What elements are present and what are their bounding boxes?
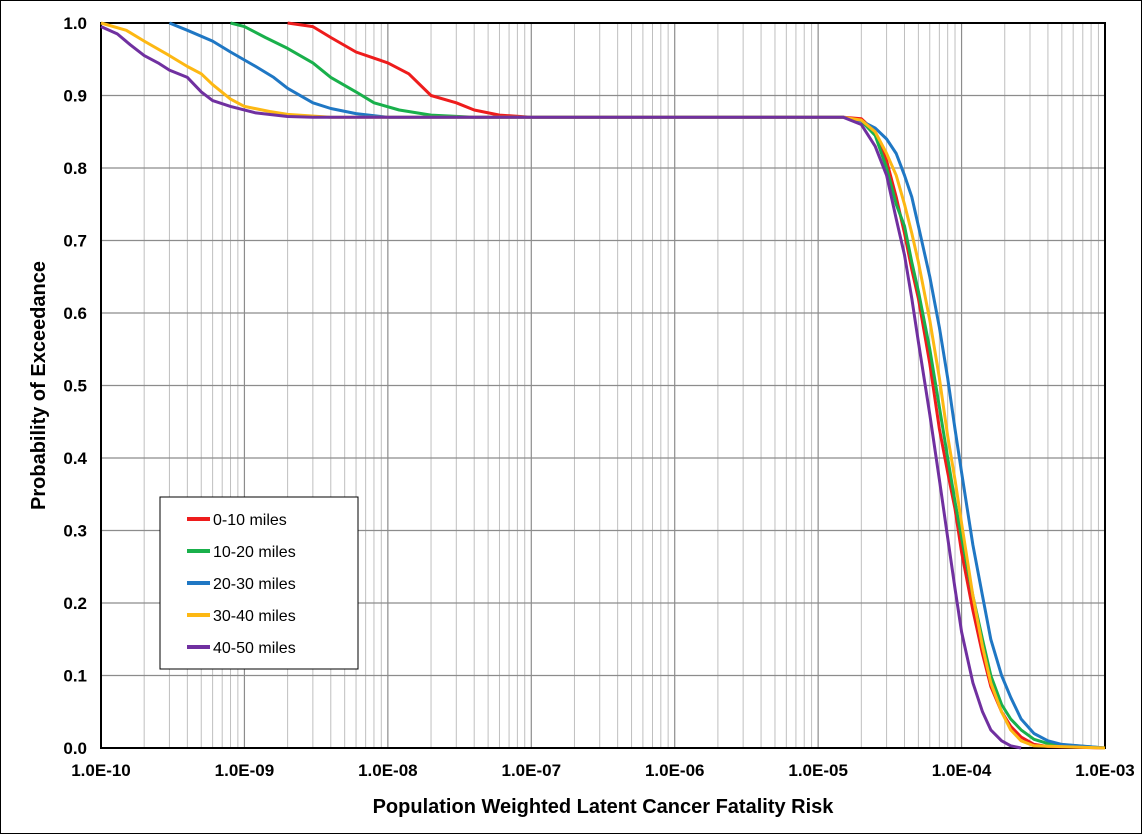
- y-tick-label: 0.8: [63, 159, 87, 178]
- y-tick-label: 0.7: [63, 232, 87, 251]
- x-tick-label: 1.0E-07: [502, 761, 562, 780]
- series-line-40-50-miles: [100, 25, 1022, 750]
- legend-label: 10-20 miles: [213, 544, 296, 561]
- y-tick-label: 0.5: [63, 377, 87, 396]
- legend-label: 0-10 miles: [213, 512, 287, 529]
- legend-label: 40-50 miles: [213, 640, 296, 657]
- x-tick-label: 1.0E-09: [215, 761, 275, 780]
- y-tick-label: 0.4: [63, 449, 87, 468]
- y-tick-labels: 0.0 0.1 0.2 0.3 0.4 0.5 0.6 0.7 0.8 0.9 1.0: [63, 14, 87, 758]
- legend: 0-10 miles 10-20 miles 20-30 miles 30-40 mi…: [159, 496, 359, 670]
- x-tick-labels: 1.0E-10 1.0E-09 1.0E-08 1.0E-07 1.0E-06 1.0E-…: [71, 761, 1135, 780]
- y-tick-label: 0.3: [63, 522, 87, 541]
- y-tick-label: 0.1: [63, 667, 87, 686]
- x-tick-label: 1.0E-08: [358, 761, 418, 780]
- y-tick-label: 0.2: [63, 594, 87, 613]
- legend-label: 30-40 miles: [213, 608, 296, 625]
- x-tick-label: 1.0E-03: [1075, 761, 1135, 780]
- series-line-10-20-miles: [230, 21, 1106, 750]
- series-layer: [100, 21, 1106, 750]
- y-tick-label: 0.6: [63, 304, 87, 323]
- y-axis-title: Probability of Exceedance: [28, 261, 50, 510]
- legend-label: 20-30 miles: [213, 576, 296, 593]
- series-line-30-40-miles: [100, 21, 1106, 750]
- plot-area-border: [100, 22, 1106, 749]
- x-tick-label: 1.0E-05: [788, 761, 848, 780]
- x-tick-label: 1.0E-06: [645, 761, 705, 780]
- y-tick-label: 0.0: [63, 739, 87, 758]
- y-tick-label: 0.9: [63, 87, 87, 106]
- series-line-20-30-miles: [168, 21, 1106, 750]
- y-tick-label: 1.0: [63, 14, 87, 33]
- x-tick-label: 1.0E-10: [71, 761, 131, 780]
- x-tick-label: 1.0E-04: [932, 761, 992, 780]
- x-axis-title: Population Weighted Latent Cancer Fatali…: [373, 796, 835, 818]
